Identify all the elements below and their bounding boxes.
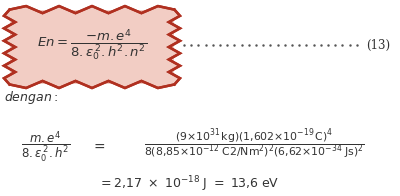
Text: $\mathit{dengan:}$: $\mathit{dengan:}$	[4, 90, 58, 106]
Polygon shape	[4, 6, 180, 88]
Bar	[10, 10, 174, 84]
Text: $\mathit{En} = \dfrac{-m.e^4}{8.\varepsilon_0^{\,2}.h^2.n^2}$: $\mathit{En} = \dfrac{-m.e^4}{8.\varepsi…	[37, 27, 147, 63]
Text: $=$: $=$	[90, 139, 106, 153]
Text: $\dfrac{(9{\times}10^{31}\,\mathrm{kg})(1{,}602{\times}10^{-19}\,\mathrm{C})^4}{: $\dfrac{(9{\times}10^{31}\,\mathrm{kg})(…	[144, 127, 364, 161]
Text: $= 2{,}17\ \times\ 10^{-18}\;\mathrm{J}\ =\ 13{,}6\;\mathrm{eV}$: $= 2{,}17\ \times\ 10^{-18}\;\mathrm{J}\…	[98, 174, 279, 194]
Text: $\dfrac{m.e^4}{8.\varepsilon_0^{\,2}.h^2}$: $\dfrac{m.e^4}{8.\varepsilon_0^{\,2}.h^2…	[21, 129, 71, 163]
Text: (13): (13)	[366, 39, 390, 52]
